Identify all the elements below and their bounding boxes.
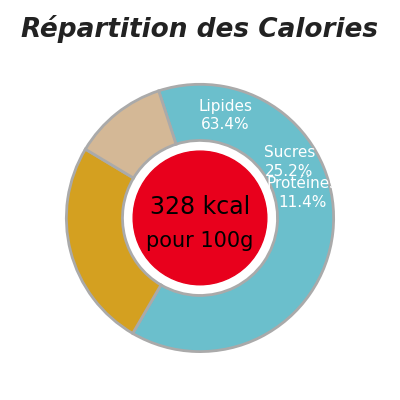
Title: Répartition des Calories: Répartition des Calories bbox=[22, 15, 378, 43]
Text: Sucres
25.2%: Sucres 25.2% bbox=[264, 145, 315, 179]
Wedge shape bbox=[85, 91, 176, 178]
Text: Protéines
11.4%: Protéines 11.4% bbox=[267, 176, 338, 210]
Text: pour 100g: pour 100g bbox=[146, 231, 254, 251]
Text: Lipides
63.4%: Lipides 63.4% bbox=[198, 98, 252, 132]
Wedge shape bbox=[66, 149, 161, 334]
Wedge shape bbox=[133, 84, 334, 352]
Text: 328 kcal: 328 kcal bbox=[150, 195, 250, 219]
Circle shape bbox=[133, 151, 267, 285]
